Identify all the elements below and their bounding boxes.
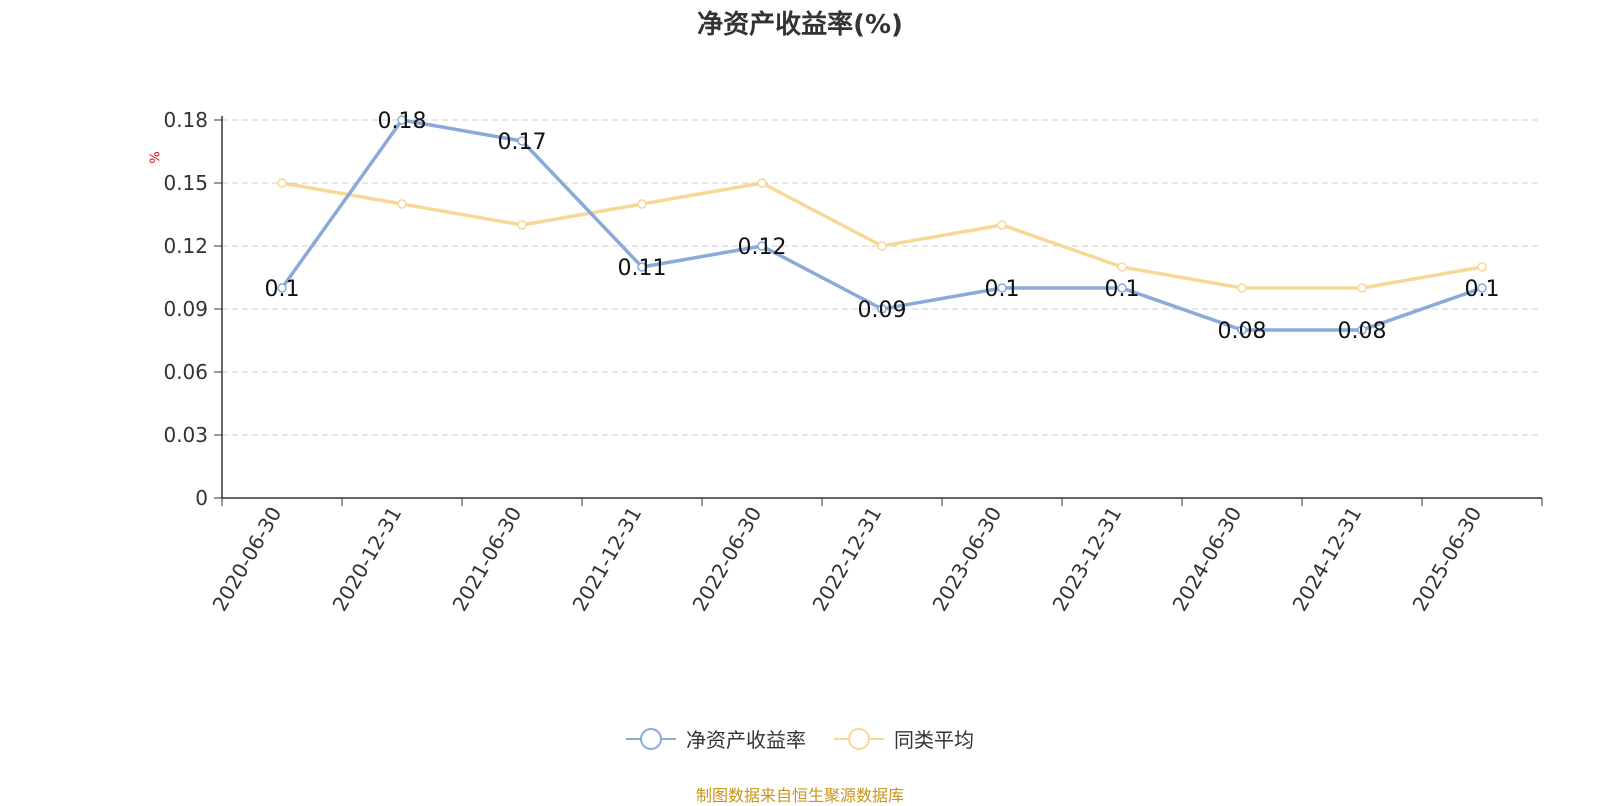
- x-tick-label: 2024-06-30: [1167, 503, 1246, 616]
- source-note: 制图数据来自恒生聚源数据库: [695, 786, 904, 805]
- x-tick-label: 2023-06-30: [927, 503, 1006, 616]
- data-point-series-1: [1477, 262, 1487, 272]
- data-label: 0.12: [738, 235, 787, 260]
- data-label: 0.08: [1218, 319, 1267, 344]
- data-label: 0.1: [265, 277, 300, 302]
- data-label: 0.11: [618, 256, 667, 281]
- data-point-series-0: [277, 283, 287, 293]
- x-tick-label: 2025-06-30: [1407, 503, 1486, 616]
- legend-label-roe: 净资产收益率: [686, 728, 806, 752]
- data-label: 0.1: [985, 277, 1020, 302]
- legend: 净资产收益率 同类平均: [0, 724, 1600, 753]
- y-tick-label: 0.06: [163, 360, 208, 384]
- data-point-series-1: [1237, 283, 1247, 293]
- data-point-series-0: [517, 136, 527, 146]
- y-tick-label: 0.15: [163, 171, 208, 195]
- x-tick-label: 2021-06-30: [447, 503, 526, 616]
- x-tick-label: 2020-06-30: [207, 503, 286, 616]
- data-point-series-1: [877, 241, 887, 251]
- data-point-series-0: [877, 304, 887, 314]
- data-point-series-0: [397, 115, 407, 125]
- legend-item-roe[interactable]: 净资产收益率: [626, 724, 806, 753]
- x-tick-label: 2022-06-30: [687, 503, 766, 616]
- data-point-series-1: [517, 220, 527, 230]
- y-tick-label: 0.18: [163, 108, 208, 132]
- data-point-series-1: [997, 220, 1007, 230]
- data-label: 0.08: [1338, 319, 1387, 344]
- data-point-series-1: [637, 199, 647, 209]
- legend-label-peer-average: 同类平均: [894, 728, 974, 752]
- x-tick-label: 2021-12-31: [567, 503, 646, 616]
- data-point-series-0: [1117, 283, 1127, 293]
- y-tick-label: 0.12: [163, 234, 208, 258]
- data-point-series-0: [1357, 325, 1367, 335]
- x-tick-label: 2024-12-31: [1287, 503, 1366, 616]
- data-label: 0.17: [498, 130, 547, 155]
- data-label: 0.1: [1465, 277, 1500, 302]
- y-tick-label: 0: [195, 486, 208, 510]
- legend-marker-peer-average: [834, 727, 884, 750]
- y-tick-label: 0.03: [163, 423, 208, 447]
- data-label: 0.09: [858, 298, 907, 323]
- data-point-series-0: [637, 262, 647, 272]
- data-point-series-0: [1237, 325, 1247, 335]
- data-point-series-1: [277, 178, 287, 188]
- data-point-series-1: [757, 178, 767, 188]
- data-point-series-1: [397, 199, 407, 209]
- data-point-series-0: [997, 283, 1007, 293]
- data-point-series-1: [1117, 262, 1127, 272]
- data-point-series-0: [757, 241, 767, 251]
- legend-item-peer-average[interactable]: 同类平均: [834, 724, 974, 753]
- data-label: 0.1: [1105, 277, 1140, 302]
- chart-title: 净资产收益率(%): [697, 10, 903, 40]
- data-point-series-1: [1357, 283, 1367, 293]
- series-line-1: [281, 181, 1483, 290]
- x-tick-label: 2023-12-31: [1047, 503, 1126, 616]
- legend-marker-roe: [626, 727, 676, 750]
- y-tick-label: 0.09: [163, 297, 208, 321]
- x-tick-label: 2020-12-31: [327, 503, 406, 616]
- x-tick-label: 2022-12-31: [807, 503, 886, 616]
- data-label: 0.18: [378, 109, 427, 134]
- data-point-series-0: [1477, 283, 1487, 293]
